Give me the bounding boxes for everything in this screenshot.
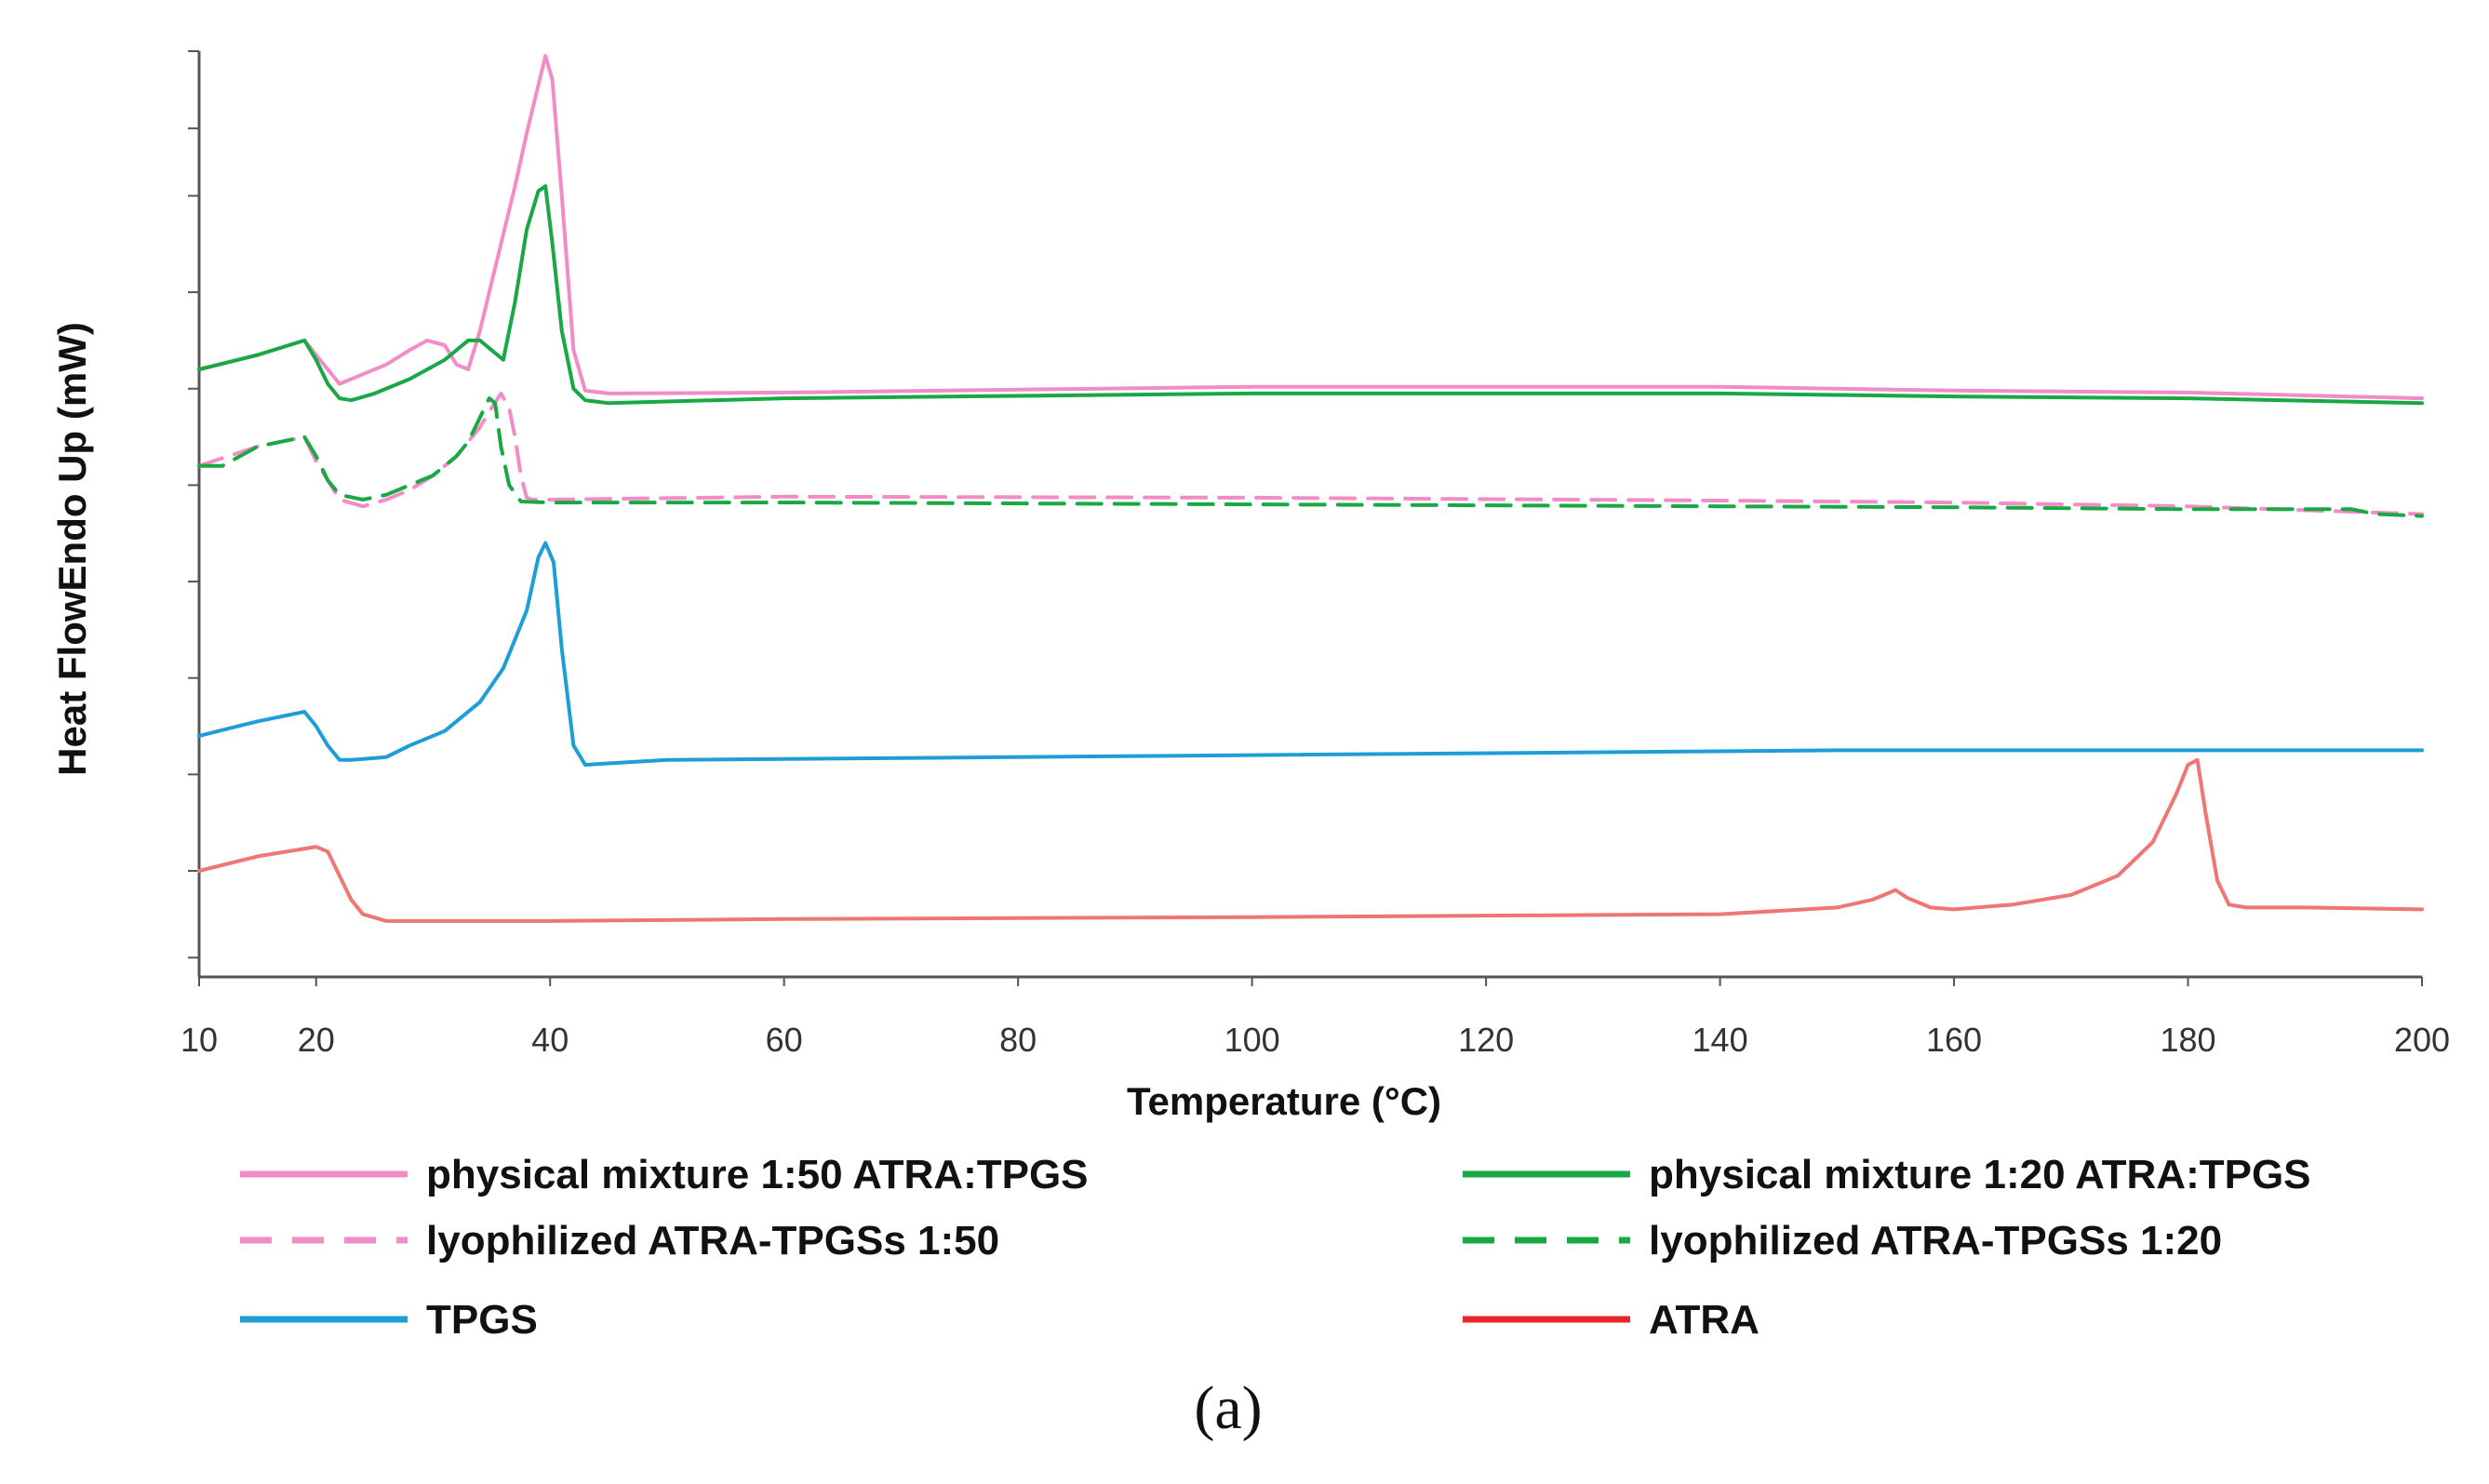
- x-tick-label: 140: [1693, 1021, 1748, 1059]
- y-axis: [188, 50, 201, 977]
- y-ticks: [188, 50, 199, 959]
- legend: physical mixture 1:50 ATRA:TPGS physical …: [240, 1152, 2311, 1343]
- x-axis: 10 20 40 60 80 100 120 140 160 180 200: [181, 975, 2450, 1059]
- x-tick-label: 10: [181, 1021, 218, 1059]
- legend-label-lyophilized-atra-tpgss-1-50: lyophilized ATRA-TPGSs 1:50: [426, 1218, 999, 1263]
- x-tick-label: 180: [2160, 1021, 2215, 1059]
- series-line-physical-mixture-1-50-atra-tpgs: [197, 54, 2424, 401]
- series-line-physical-mixture-1-20-atra-tpgs: [197, 184, 2424, 406]
- x-ticks: 10 20 40 60 80 100 120 140 160 180 200: [181, 977, 2450, 1059]
- series-line-atra: [197, 757, 2424, 923]
- x-tick-label: 100: [1224, 1021, 1280, 1059]
- legend-label-tpgs: TPGS: [426, 1297, 538, 1343]
- x-tick-label: 120: [1458, 1021, 1514, 1059]
- series-line-tpgs: [197, 541, 2424, 767]
- legend-label-atra: ATRA: [1649, 1297, 1760, 1343]
- x-tick-label: 20: [298, 1021, 335, 1059]
- x-tick-label: 40: [531, 1021, 569, 1059]
- series-line-lyophilized-atra-tpgss-1-50: [197, 391, 2424, 516]
- x-tick-label: 200: [2394, 1021, 2450, 1059]
- panel-label: (a): [1194, 1374, 1262, 1442]
- y-axis-title: Heat FlowEndo Up (mW): [50, 322, 94, 776]
- legend-label-physical-mixture-1-50-atra-tpgs: physical mixture 1:50 ATRA:TPGS: [426, 1152, 1089, 1197]
- series-line-lyophilized-atra-tpgss-1-20: [197, 396, 2424, 518]
- x-tick-label: 80: [999, 1021, 1037, 1059]
- x-tick-label: 60: [766, 1021, 803, 1059]
- x-axis-title: Temperature (°C): [1127, 1079, 1441, 1123]
- series-layer: [197, 54, 2424, 923]
- legend-label-physical-mixture-1-20-atra-tpgs: physical mixture 1:20 ATRA:TPGS: [1649, 1152, 2311, 1197]
- x-tick-label: 160: [1926, 1021, 1982, 1059]
- legend-label-lyophilized-atra-tpgss-1-20: lyophilized ATRA-TPGSs 1:20: [1649, 1218, 2222, 1263]
